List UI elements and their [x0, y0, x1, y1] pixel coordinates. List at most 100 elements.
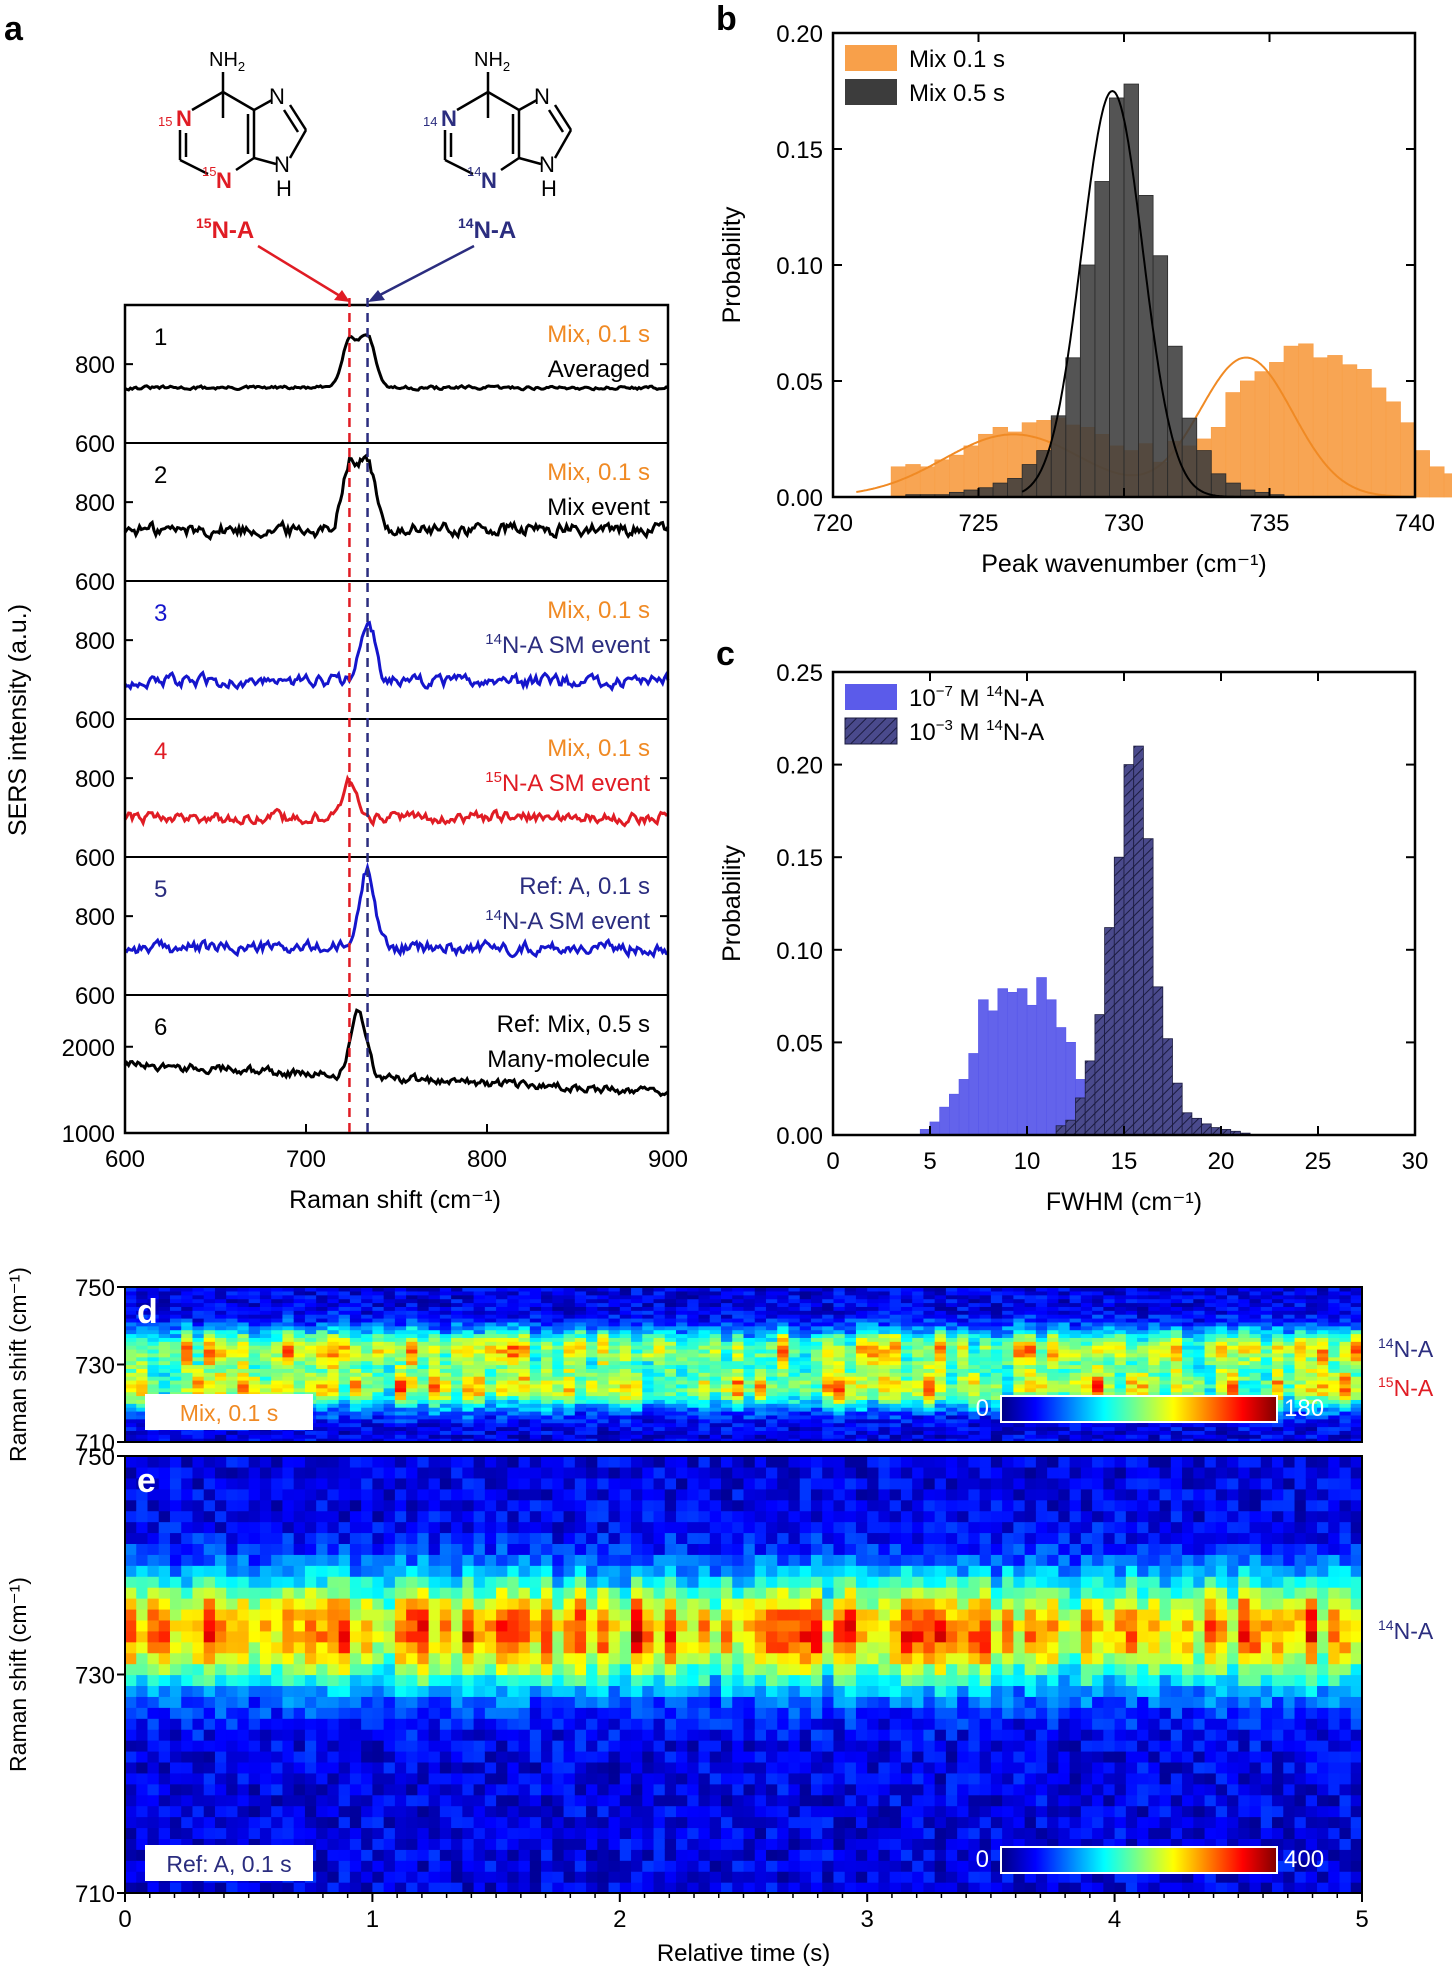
heatmap-cell	[1103, 1290, 1116, 1296]
heatmap-cell	[552, 1337, 565, 1342]
heatmap-cell	[979, 1380, 992, 1385]
heatmap-cell	[631, 1372, 643, 1377]
heatmap-cell	[1137, 1298, 1149, 1304]
heatmap-cell	[597, 1290, 610, 1296]
legend-swatch	[845, 79, 897, 105]
heatmap-cell	[552, 1434, 565, 1439]
heatmap-cell	[687, 1372, 700, 1377]
heatmap-cell	[125, 1352, 137, 1358]
heatmap-cell	[653, 1314, 666, 1319]
heatmap-cell	[541, 1438, 553, 1443]
heatmap-cell	[259, 1387, 272, 1393]
heatmap-cell	[1350, 1364, 1363, 1369]
heatmap-cell	[1148, 1387, 1161, 1393]
heatmap-cell	[147, 1499, 160, 1512]
heatmap-cell	[945, 1395, 958, 1400]
heatmap-cell	[1125, 1298, 1138, 1304]
heatmap-cell	[1204, 1325, 1217, 1331]
heatmap-cell	[349, 1360, 362, 1366]
heatmap-cell	[676, 1345, 688, 1350]
heatmap-cell	[608, 1360, 621, 1366]
x-axis-label: Raman shift (cm⁻¹)	[289, 1186, 501, 1214]
heatmap-cell	[372, 1368, 385, 1373]
heatmap-cell	[979, 1422, 992, 1428]
heatmap-cell	[990, 1426, 1003, 1431]
heatmap-cell	[957, 1403, 970, 1408]
heatmap-cell	[1092, 1391, 1104, 1397]
heatmap-cell	[709, 1337, 722, 1342]
heatmap-cell	[833, 1306, 846, 1311]
heatmap-cell	[1328, 1422, 1341, 1428]
heatmap-cell	[417, 1434, 430, 1439]
heatmap-cell	[1249, 1321, 1262, 1327]
heatmap-cell	[1204, 1333, 1217, 1338]
heatmap-cell	[1350, 1298, 1363, 1304]
heatmap-cell	[192, 1434, 205, 1439]
heatmap-cell	[1137, 1349, 1149, 1354]
heatmap-cell	[743, 1294, 756, 1300]
heatmap-cell	[462, 1372, 475, 1377]
event-text: N-A SM event	[502, 908, 650, 935]
heatmap-cell	[1249, 1376, 1262, 1381]
heatmap-cell	[518, 1318, 531, 1323]
heatmap-cell	[1035, 1352, 1048, 1358]
heatmap-cell	[1305, 1403, 1318, 1408]
heatmap-cell	[1035, 1434, 1048, 1439]
heatmap-cell	[1204, 1318, 1217, 1323]
heatmap-cell	[417, 1422, 430, 1428]
heatmap-cell	[1024, 1360, 1037, 1366]
heatmap-cell	[282, 1345, 295, 1350]
heatmap-cell	[507, 1352, 520, 1358]
heatmap-cell	[147, 1554, 160, 1566]
heatmap-cell	[259, 1352, 272, 1358]
heatmap-cell	[125, 1403, 137, 1408]
heatmap-cell	[912, 1387, 925, 1393]
heatmap-cell	[406, 1310, 418, 1315]
heatmap-cell	[451, 1414, 463, 1420]
heatmap-cell	[372, 1306, 385, 1311]
heatmap-cell	[293, 1349, 306, 1354]
heatmap-cell	[1227, 1337, 1239, 1342]
heatmap-cell	[698, 1337, 711, 1342]
heatmap-cell	[552, 1349, 565, 1354]
heatmap-cell	[372, 1383, 385, 1389]
heatmap-cell	[462, 1387, 475, 1393]
heatmap-cell	[158, 1685, 171, 1697]
heatmap-cell	[158, 1630, 171, 1643]
heatmap-cell	[1058, 1349, 1071, 1354]
heatmap-cell	[372, 1356, 385, 1362]
heatmap-cell	[957, 1434, 970, 1439]
heatmap-cell	[529, 1287, 542, 1292]
heatmap-cell	[181, 1630, 194, 1643]
heatmap-cell	[1294, 1387, 1307, 1393]
heatmap-cell	[1182, 1380, 1194, 1385]
heatmap-cell	[226, 1302, 239, 1307]
heatmap-cell	[990, 1380, 1003, 1385]
heatmap-cell	[507, 1364, 520, 1369]
heatmap-cell	[1204, 1368, 1217, 1373]
heatmap-cell	[1047, 1341, 1059, 1346]
heatmap-cell	[709, 1422, 722, 1428]
heatmap-cell	[428, 1287, 441, 1292]
heatmap-cell	[1148, 1383, 1161, 1389]
heatmap-cell	[125, 1395, 137, 1400]
heatmap-cell	[259, 1329, 272, 1335]
heatmap-cell	[765, 1387, 778, 1393]
heatmap-cell	[394, 1368, 407, 1373]
heatmap-cell	[799, 1376, 812, 1381]
label-15n-a: 15N-A	[196, 215, 254, 244]
heatmap-cell	[1182, 1294, 1194, 1300]
heatmap-cell	[237, 1302, 250, 1307]
heatmap-cell	[597, 1391, 610, 1397]
heatmap-cell	[226, 1337, 239, 1342]
heatmap-cell	[754, 1438, 767, 1443]
heatmap-cell	[1182, 1306, 1194, 1311]
heatmap-cell	[1058, 1383, 1071, 1389]
heatmap-cell	[1069, 1287, 1082, 1292]
heatmap-cell	[518, 1298, 531, 1304]
heatmap-cell	[462, 1302, 475, 1307]
heatmap-cell	[586, 1434, 598, 1439]
heatmap-cell	[1170, 1422, 1183, 1428]
heatmap-cell	[484, 1414, 497, 1420]
heatmap-cell	[147, 1576, 160, 1588]
